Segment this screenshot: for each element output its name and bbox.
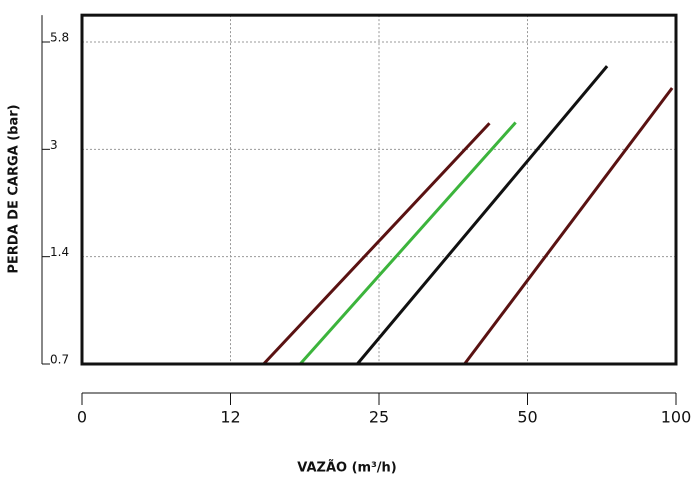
plot-frame [80,13,678,366]
y-tick-label: 1.4 [50,245,69,259]
x-tick-label: 12 [220,408,240,427]
series-line [299,121,517,365]
x-tick-label: 25 [369,408,389,427]
x-axis-label: VAZÃO (m³/h) [297,460,396,476]
x-tick-label: 50 [517,408,537,427]
series-line [463,87,674,365]
y-axis-label: PERDA DE CARGA (bar) [7,104,22,273]
y-tick-label: 3 [50,138,58,152]
series-line [262,122,491,366]
y-tick-label: 5.8 [50,31,69,45]
y-tick-label: 0.7 [50,353,69,367]
x-tick-label: 0 [77,408,87,427]
series-line [356,65,609,365]
x-tick-label: 100 [661,408,692,427]
